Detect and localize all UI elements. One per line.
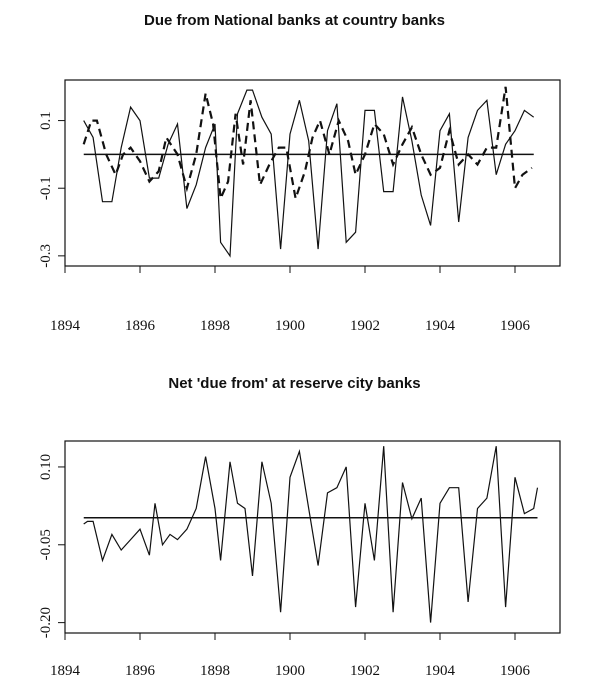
- x-tick-label: 1896: [125, 663, 156, 679]
- series-line-solid: [83, 446, 539, 623]
- plot-frame: [64, 440, 561, 634]
- y-tick-label: -0.1: [38, 176, 54, 200]
- chart-panel-bottom: Net 'due from' at reserve city banks 189…: [0, 345, 589, 691]
- x-tick-label: 1906: [500, 663, 531, 679]
- x-tick-label: 1898: [200, 663, 230, 679]
- x-tick-label: 1904: [425, 663, 456, 679]
- x-tick-label: 1904: [425, 318, 456, 334]
- chart-top-svg: 1894 1896 1898 1900 1902 1904 1906 0.1 -0.1 -0.3: [38, 79, 561, 334]
- y-tick-label: 0.10: [38, 454, 54, 480]
- x-tick-label: 1902: [350, 318, 380, 334]
- chart-title-bottom: Net 'due from' at reserve city banks: [168, 375, 421, 392]
- series-line-solid: [83, 89, 535, 258]
- x-tick-label: 1906: [500, 318, 531, 334]
- x-tick-label: 1898: [200, 318, 230, 334]
- chart-bottom-svg: 1894 1896 1898 1900 1902 1904 1906 0.10 -0.05 -0.…: [38, 440, 561, 679]
- y-tick-label: -0.05: [38, 529, 54, 560]
- y-tick-label: -0.20: [38, 607, 54, 638]
- x-tick-label: 1900: [275, 318, 305, 334]
- x-tick-label: 1896: [125, 318, 156, 334]
- y-tick-label: -0.3: [38, 244, 54, 268]
- x-tick-label: 1900: [275, 663, 305, 679]
- x-tick-label: 1894: [50, 663, 81, 679]
- series-line-dashed: [82, 86, 533, 203]
- x-tick-label: 1894: [50, 318, 81, 334]
- chart-panel-top: Due from National banks at country banks…: [0, 0, 589, 345]
- plot-frame: [64, 79, 561, 267]
- y-tick-label: 0.1: [38, 111, 54, 130]
- x-tick-label: 1902: [350, 663, 380, 679]
- chart-title-top: Due from National banks at country banks: [144, 12, 445, 29]
